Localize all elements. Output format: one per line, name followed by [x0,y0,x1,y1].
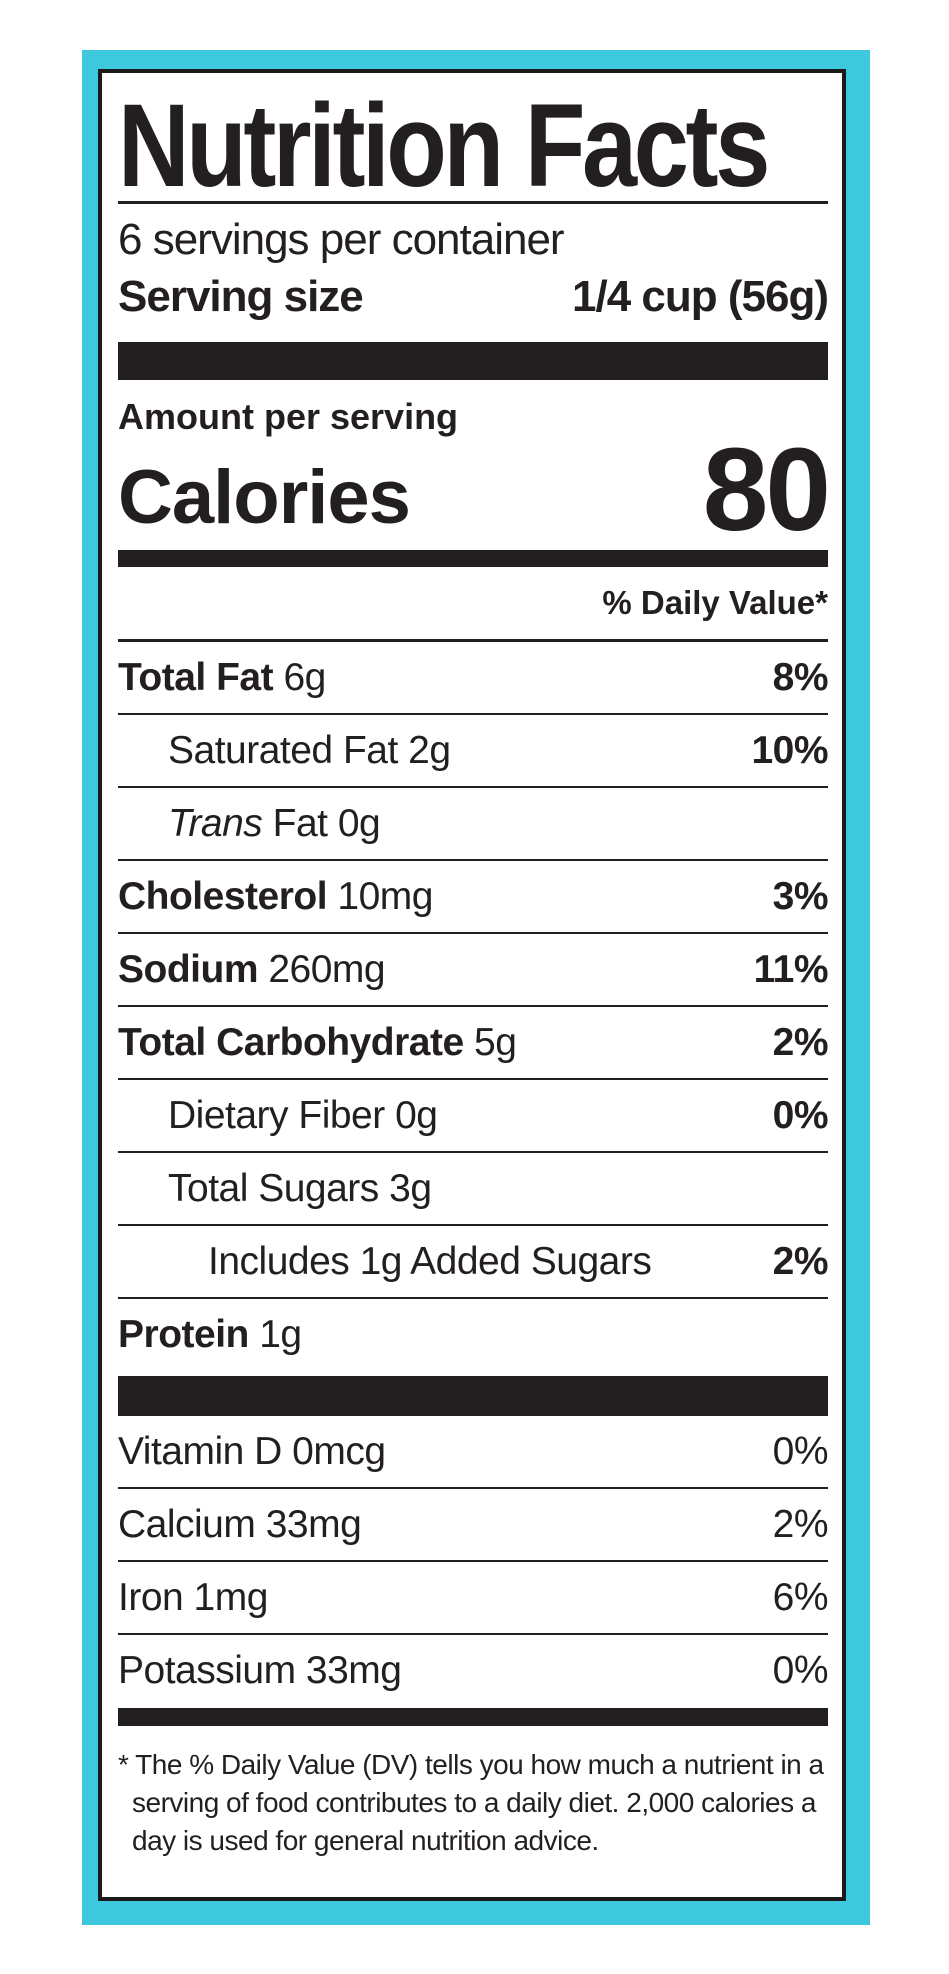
calories-row: Calories 80 [118,424,831,556]
nutrient-amount: 0g [395,1093,438,1137]
serving-size-value: 1/4 cup (56g) [572,272,829,321]
nutrient-amount: 10mg [337,874,433,918]
nutrient-row-total-fat: Total Fat 6g 8% [118,642,829,715]
nutrient-name: Cholesterol [118,874,328,918]
thick-divider [118,342,828,380]
nutrient-amount: 5g [474,1020,517,1064]
vitamin-label: Calcium 33mg [118,1502,362,1546]
vitamin-dv: 6% [772,1575,829,1619]
nutrient-dv: 2% [772,1020,829,1064]
amount-per-serving: Amount per serving [118,396,459,437]
nutrient-row-total-sugars: Total Sugars 3g [118,1153,828,1226]
nutrient-name: Sodium [118,947,259,991]
nutrient-amount: 2g [408,728,451,772]
serving-size-label: Serving size [118,272,364,321]
nutrient-dv: 10% [751,728,828,772]
nutrient-amount: 1g [259,1312,302,1356]
nutrient-name: Total Fat [118,655,274,699]
nutrient-row-sodium: Sodium 260mg 11% [118,934,829,1007]
nutrient-dv: 0% [772,1093,829,1137]
nutrient-amount: 3g [389,1166,432,1210]
vitamin-dv: 0% [772,1648,829,1692]
nutrient-row-cholesterol: Cholesterol 10mg 3% [118,861,829,934]
nutrient-dv: 2% [772,1239,829,1283]
vitamin-dv: 0% [772,1429,829,1473]
footnote: * The % Daily Value (DV) tells you how m… [118,1749,824,1856]
nutrient-dv: 3% [772,874,829,918]
serving-size-row: Serving size 1/4 cup (56g) [118,266,829,328]
nutrient-row-dietary-fiber: Dietary Fiber 0g 0% [118,1080,829,1153]
nutrient-amount: 0g [337,801,381,845]
nutrient-name: Dietary Fiber [168,1093,385,1137]
daily-value-header: % Daily Value* [118,567,828,642]
vitamin-row-potassium: Potassium 33mg 0% [118,1635,829,1706]
nutrient-name: Includes 1g Added Sugars [208,1239,652,1283]
nutrient-name: Protein [118,1312,249,1356]
nutrient-row-saturated-fat: Saturated Fat 2g 10% [118,715,828,788]
nutrient-row-trans-fat: Trans Fat 0g [118,788,828,861]
nutrient-name: Fat [272,801,328,845]
vitamin-dv: 2% [772,1502,829,1546]
nutrient-dv: 11% [753,947,829,991]
servings-per-container: 6 servings per container [118,215,565,264]
vitamin-row-iron: Iron 1mg 6% [118,1562,829,1635]
label-frame: Nutrition Facts 6 servings per container… [82,50,870,1925]
vitamin-label: Potassium 33mg [118,1648,402,1692]
vitamin-label: Iron 1mg [118,1575,268,1619]
nutrient-amount: 260mg [268,947,386,991]
divider [118,201,828,204]
nutrient-row-added-sugars: Includes 1g Added Sugars 2% [118,1226,829,1299]
nutrient-row-total-carbohydrate: Total Carbohydrate 5g 2% [118,1007,829,1080]
nutrient-row-protein: Protein 1g [118,1299,828,1370]
thick-divider [118,1376,828,1416]
nutrient-name: Saturated Fat [168,728,398,772]
calories-label: Calories [118,455,411,540]
nutrient-name-italic: Trans [168,801,263,845]
vitamin-row-vitamin-d: Vitamin D 0mcg 0% [118,1416,829,1489]
nutrient-amount: 6g [283,655,326,699]
vitamin-label: Vitamin D 0mcg [118,1429,386,1473]
nutrient-name: Total Sugars [168,1166,379,1210]
nutrient-dv: 8% [772,655,829,699]
medium-divider [118,550,828,567]
nutrition-label: Nutrition Facts 6 servings per container… [98,69,846,1901]
nutrient-name: Total Carbohydrate [118,1020,464,1064]
calories-value: 80 [702,424,831,556]
label-title: Nutrition Facts [118,80,770,212]
vitamin-row-calcium: Calcium 33mg 2% [118,1489,829,1562]
medium-divider [118,1708,828,1726]
